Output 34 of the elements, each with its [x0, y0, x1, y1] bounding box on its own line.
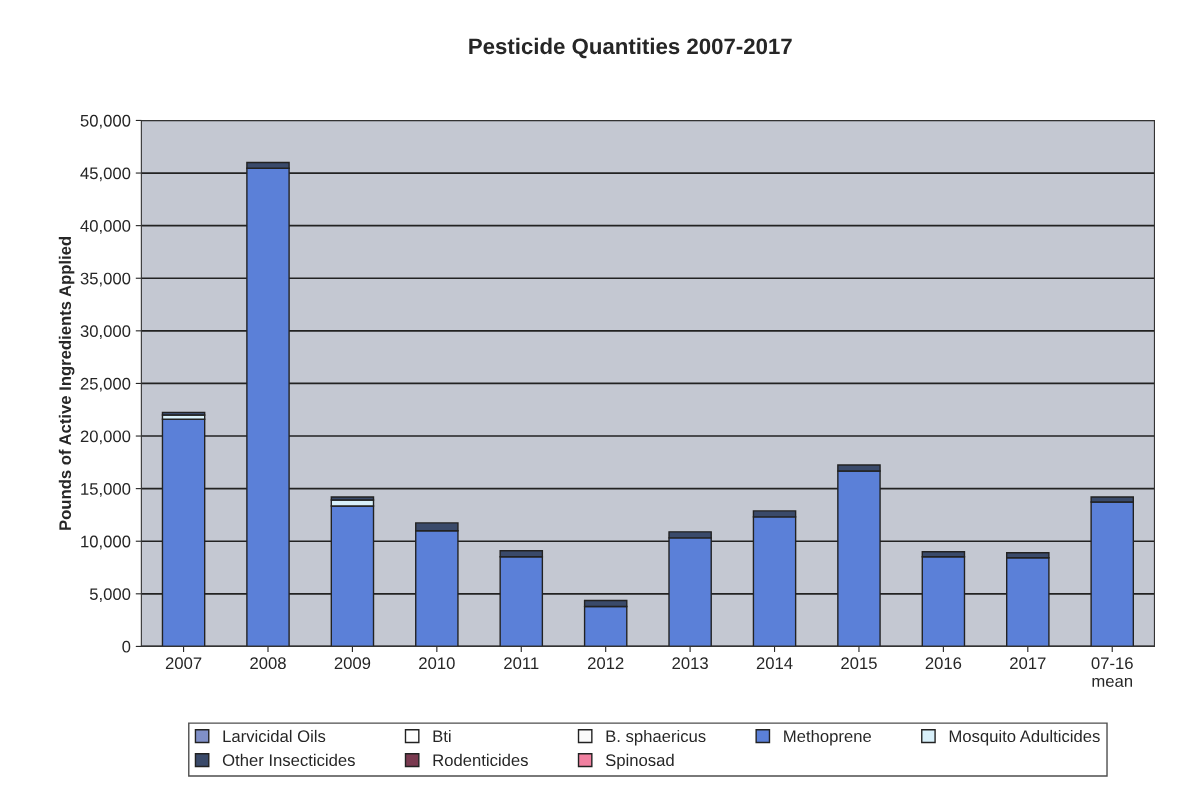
y-tick-label: 10,000: [81, 535, 131, 550]
legend-label: B. sphaericus: [606, 729, 706, 746]
y-tick-label: 35,000: [80, 272, 131, 287]
chart-title: Pesticide Quantities 2007-2017: [469, 37, 792, 59]
x-tick-label: 2013: [672, 657, 708, 670]
legend-label: Methoprene: [784, 729, 872, 746]
legend-label: Larvicidal Oils: [223, 729, 326, 743]
legend-label: Spinosad: [605, 753, 674, 770]
x-tick-label: 2015: [841, 657, 877, 670]
x-tick-label: 2010: [419, 657, 455, 670]
y-tick-label: 15,000: [81, 483, 131, 497]
x-tick-label: 2017: [1010, 657, 1046, 670]
x-tick-label: 07-16 mean: [1091, 657, 1133, 688]
y-tick-label: 0: [122, 640, 131, 653]
x-tick-label: 2014: [756, 657, 793, 670]
x-tick-label: 2008: [250, 657, 286, 670]
y-tick-label: 30,000: [80, 325, 131, 340]
y-tick-label: 25,000: [80, 377, 131, 392]
y-axis-title: Pounds of Active Ingredients Applied: [58, 236, 75, 530]
y-tick-label: 20,000: [80, 430, 131, 445]
x-tick-label: 2016: [925, 657, 962, 670]
bar: [161, 411, 206, 416]
y-tick-label: 5,000: [89, 588, 131, 602]
legend-label: Bti: [433, 729, 451, 743]
legend-label: Other Insecticides: [222, 753, 355, 767]
legend-label: Rodenticides: [433, 753, 528, 767]
legend-label: Mosquito Adulticides: [949, 729, 1100, 746]
y-tick-label: 50,000: [80, 114, 131, 129]
x-tick-label: 2007: [165, 657, 202, 670]
x-tick-label: 2011: [504, 657, 539, 670]
x-tick-label: 2009: [334, 657, 371, 670]
y-tick-label: 45,000: [80, 167, 131, 182]
y-tick-label: 40,000: [80, 220, 131, 234]
x-tick-label: 2012: [587, 657, 624, 670]
